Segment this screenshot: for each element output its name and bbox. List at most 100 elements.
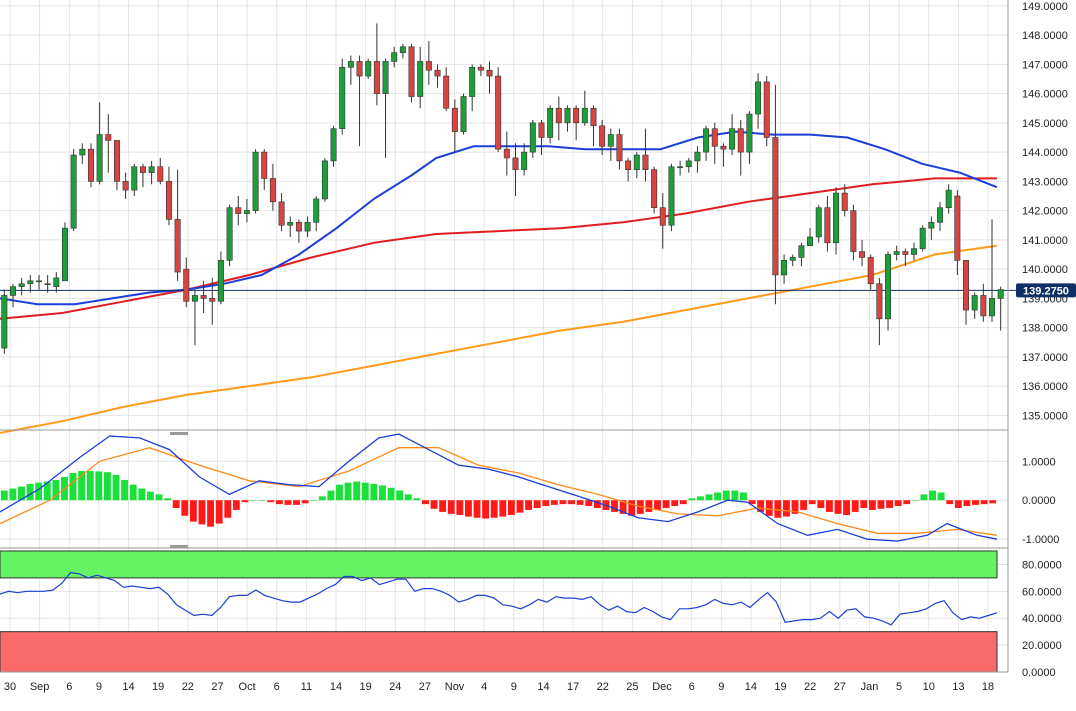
macd-histogram-bar (215, 500, 223, 524)
candle-body (477, 66, 484, 71)
candle-body (18, 283, 25, 287)
candle-body (44, 283, 51, 286)
candle-body (980, 295, 987, 317)
candle-body (893, 251, 900, 255)
candle-body (694, 151, 701, 162)
candle-body (703, 128, 710, 153)
candle-body (625, 160, 632, 170)
candle-body (243, 210, 250, 214)
candle-body (434, 69, 441, 77)
price-candles (1, 23, 1004, 354)
macd-histogram-bar (379, 485, 386, 501)
candle-body (781, 260, 788, 276)
candle-body (729, 128, 736, 150)
macd-histogram-bar (791, 500, 799, 514)
candle-body (919, 227, 926, 249)
macd-histogram-bar (189, 500, 197, 522)
x-tick-label: Nov (445, 681, 465, 693)
rsi-overbought-zone (0, 550, 998, 579)
macd-histogram-bar (611, 500, 618, 512)
macd-histogram-bar (447, 500, 455, 514)
x-tick-label: 9 (96, 681, 102, 693)
price-tick-label: 147.0000 (1022, 59, 1068, 71)
macd-histogram-bar (946, 500, 954, 505)
candle-body (529, 122, 536, 153)
x-tick-label: 6 (689, 681, 695, 693)
candle-body (711, 128, 718, 147)
x-tick-label: 9 (718, 681, 724, 693)
macd-tick-label: -1.0000 (1022, 534, 1059, 546)
panel-resize-handle (170, 432, 188, 435)
candle-body (417, 61, 424, 97)
candle-body (633, 154, 640, 170)
candle-body (157, 166, 164, 182)
candle-body (425, 61, 432, 71)
macd-histogram-bar (18, 486, 25, 501)
macd-histogram-bar (654, 500, 661, 510)
candle-body (105, 134, 112, 141)
candle-body (27, 280, 34, 285)
candle-body (659, 207, 666, 226)
candle-body (928, 222, 935, 229)
candle-body (469, 66, 476, 97)
price-tick-label: 135.0000 (1022, 410, 1068, 422)
macd-histogram-bar (361, 482, 369, 501)
macd-histogram-bar (963, 500, 971, 507)
candle-body (885, 254, 892, 320)
macd-histogram-bar (344, 482, 352, 501)
candle-body (70, 154, 77, 229)
macd-histogram-bar (172, 500, 180, 509)
macd-histogram-bar (825, 500, 833, 512)
macd-histogram-bar (464, 500, 472, 517)
candle-body (573, 107, 580, 124)
macd-signal-line (0, 447, 998, 536)
candle-body (503, 148, 510, 159)
candle-body (226, 207, 233, 261)
macd-histogram-bar (301, 500, 309, 504)
candle-body (590, 107, 597, 127)
candle-body (547, 107, 554, 138)
macd-histogram-bar (370, 483, 378, 501)
macd-histogram-bar (585, 500, 593, 507)
macd-histogram-bar (765, 500, 773, 516)
candle-body (911, 248, 918, 255)
macd-histogram-bar (757, 500, 765, 512)
candle-body (313, 198, 320, 223)
x-tick-label: 22 (597, 681, 609, 693)
candle-body (191, 295, 198, 302)
x-tick-label: 11 (301, 681, 312, 693)
candle-body (399, 46, 406, 53)
x-tick-label: 27 (211, 681, 223, 693)
macd-histogram-bar (482, 500, 490, 519)
macd-histogram-bar (593, 500, 601, 509)
macd-histogram-bar (103, 472, 111, 501)
candle-body (139, 166, 146, 173)
macd-histogram-bar (507, 500, 515, 516)
macd-histogram-bar (740, 492, 747, 501)
macd-histogram-bar (868, 500, 876, 510)
macd-histogram-bar (43, 481, 51, 501)
axis-labels: 149.0000 148.0000 147.0000 146.0000 145.0000… (4, 1, 1068, 693)
macd-histogram-bar (748, 500, 756, 505)
candle-body (330, 128, 337, 162)
candle-body (737, 128, 744, 153)
candle-body (564, 107, 571, 124)
candle-body (122, 181, 129, 191)
candle-body (356, 61, 363, 77)
candle-body (235, 207, 242, 214)
macd-histogram-bar (877, 500, 885, 509)
price-tick-label: 143.0000 (1022, 176, 1068, 188)
candle-body (746, 113, 753, 153)
candle-body (833, 192, 840, 244)
candle-body (113, 140, 120, 182)
macd-histogram-bar (9, 488, 17, 501)
candle-body (824, 207, 831, 244)
price-tick-label: 138.0000 (1022, 323, 1068, 335)
candle-body (1, 295, 8, 349)
candle-body (963, 260, 969, 311)
last-price-badge: 139.2750 (1016, 283, 1076, 298)
macd-histogram-bar (293, 500, 300, 505)
macd-histogram-bar (413, 498, 421, 501)
